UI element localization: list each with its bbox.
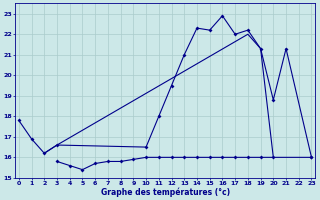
X-axis label: Graphe des températures (°c): Graphe des températures (°c) [100, 187, 230, 197]
